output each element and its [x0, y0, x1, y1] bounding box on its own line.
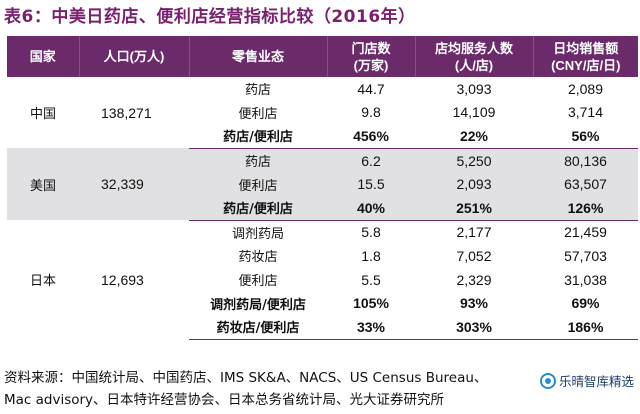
table-row-ratio: 调剂药局/便利店 105% 93% 69% [7, 291, 638, 315]
stores-cell: 40% [327, 195, 415, 221]
stores-cell: 15.5 [327, 172, 415, 196]
format-cell: 便利店 [189, 172, 327, 196]
stores-cell: 1.8 [361, 247, 381, 264]
service-cell: 22% [415, 124, 533, 149]
source-note: 资料来源：中国统计局、中国药店、IMS SK&A、NACS、US Census … [4, 367, 604, 411]
stores-cell: 5.5 [361, 271, 381, 288]
country-cell: 中国 [29, 107, 56, 123]
stores-cell: 44.7 [357, 80, 385, 97]
watermark: 乐晴智库精选 [537, 371, 636, 390]
table-row-ratio: 药店/便利店 456% 22% 56% [7, 124, 638, 149]
source-line-1: 资料来源：中国统计局、中国药店、IMS SK&A、NACS、US Census … [4, 370, 488, 386]
format-cell: 便利店 [238, 274, 278, 290]
sales-cell: 69% [571, 295, 600, 312]
sales-cell: 63,507 [533, 172, 638, 196]
sales-cell: 186% [533, 314, 638, 340]
service-cell: 303% [415, 314, 533, 340]
service-cell: 93% [459, 295, 489, 312]
service-cell: 2,329 [456, 271, 492, 288]
sales-cell: 57,703 [564, 247, 607, 264]
format-cell: 便利店 [238, 106, 278, 122]
header-format: 零售业态 [189, 36, 328, 77]
population-cell: 12,693 [101, 271, 144, 288]
table-row-ratio: 药店/便利店 40% 251% 126% [7, 195, 638, 221]
sales-cell: 2,089 [567, 80, 604, 97]
source-line-2: Mac advisory、日本特许经营协会、日本总务省统计局、光大证券研究所 [4, 392, 445, 408]
country-cell: 美国 [7, 148, 79, 221]
format-cell: 调剂药局 [231, 226, 284, 242]
service-cell: 7,052 [456, 247, 492, 264]
population-cell: 32,339 [79, 148, 189, 221]
stores-cell: 105% [353, 295, 389, 312]
wechat-logo-icon [539, 372, 556, 389]
table-row: 便利店 15.5 2,093 63,507 [7, 172, 638, 196]
header-population: 人口(万人) [79, 36, 190, 77]
format-cell: 药店 [189, 148, 327, 173]
stores-cell: 33% [327, 314, 415, 340]
table-row: 药妆店 1.8 7,052 57,703 [7, 244, 638, 268]
stores-cell: 5.8 [361, 224, 381, 241]
service-cell: 14,109 [452, 104, 496, 121]
sales-cell: 31,038 [564, 271, 607, 288]
format-cell: 药妆店 [238, 250, 278, 266]
sales-cell: 3,714 [567, 104, 604, 121]
service-cell: 2,093 [415, 172, 533, 196]
table-row: 中国 138,271 药店 44.7 3,093 2,089 [7, 77, 638, 122]
service-cell: 5,250 [415, 148, 533, 173]
format-cell: 调剂药局/便利店 [210, 297, 306, 313]
stores-cell: 456% [327, 124, 415, 149]
header-sales: 日均销售额 (CNY/店/日) [533, 36, 638, 77]
watermark-text: 乐晴智库精选 [558, 374, 634, 389]
header-country: 国家 [7, 36, 80, 77]
sales-cell: 56% [533, 124, 638, 149]
sales-cell: 21,459 [564, 224, 607, 241]
service-cell: 251% [415, 195, 533, 221]
format-cell: 药店/便利店 [189, 124, 327, 149]
header-service: 店均服务人数 (人/店) [415, 36, 534, 77]
format-cell: 药店 [244, 83, 271, 99]
country-cell: 日本 [29, 274, 56, 290]
comparison-table: 国家 人口(万人) 零售业态 门店数 (万家) 店均服务人数 (人/店) 日均销售额… [7, 36, 638, 340]
table-row: 日本 12,693 调剂药局 5.8 2,177 21,459 [7, 220, 638, 289]
sales-cell: 80,136 [533, 148, 638, 173]
header-stores: 门店数 (万家) [327, 36, 416, 77]
format-cell: 药妆店/便利店 [189, 314, 327, 340]
table-row-ratio: 药妆店/便利店 33% 303% 186% [7, 314, 638, 340]
table-title: 表6：中美日药店、便利店经营指标比较（2016年） [4, 7, 416, 27]
service-cell: 3,093 [456, 80, 492, 97]
table-row: 美国 32,339 药店 6.2 5,250 80,136 [7, 148, 638, 221]
table-row: 便利店 5.5 2,329 31,038 [7, 268, 638, 292]
population-cell: 138,271 [101, 104, 152, 121]
service-cell: 2,177 [456, 224, 492, 241]
sales-cell: 126% [533, 195, 638, 221]
stores-cell: 6.2 [327, 148, 415, 173]
stores-cell: 9.8 [361, 104, 381, 121]
table-row: 便利店 9.8 14,109 3,714 [7, 101, 638, 125]
table-header: 国家 人口(万人) 零售业态 门店数 (万家) 店均服务人数 (人/店) 日均销售额… [7, 36, 638, 77]
format-cell: 药店/便利店 [189, 195, 327, 221]
